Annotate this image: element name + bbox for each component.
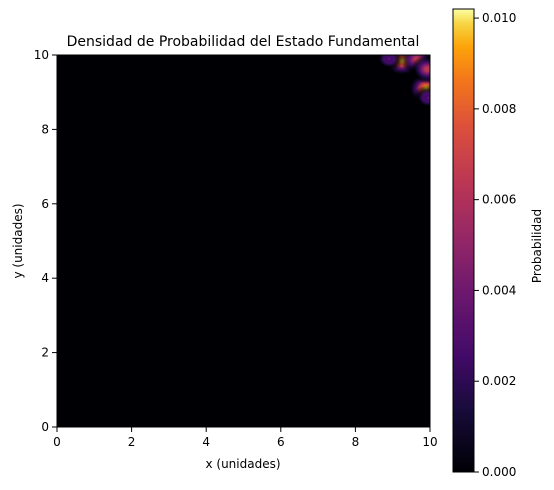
y-tick-label: 2 (41, 346, 49, 360)
colorbar-ticks: 0.000 0.002 0.004 0.006 0.008 0.010 (474, 11, 516, 479)
x-axis: 0 2 4 6 8 10 (53, 427, 438, 449)
y-tick-label: 10 (34, 48, 49, 62)
heatmap-peaks (373, 55, 430, 111)
y-tick-label: 8 (41, 122, 49, 136)
chart-title: Densidad de Probabilidad del Estado Fund… (67, 34, 420, 50)
colorbar-tick-label: 0.010 (482, 11, 516, 25)
heatmap-background (57, 55, 430, 427)
heatmap-peak (410, 55, 430, 84)
colorbar: 0.000 0.002 0.004 0.006 0.008 0.010 Probabili… (452, 8, 544, 479)
x-tick-label: 4 (202, 435, 210, 449)
colorbar-tick-label: 0.008 (482, 102, 516, 116)
y-tick-label: 6 (41, 197, 49, 211)
y-axis-label: y (unidades) (11, 203, 25, 278)
colorbar-label: Probabilidad (530, 209, 544, 283)
colorbar-tick-label: 0.004 (482, 283, 516, 297)
colorbar-tick-label: 0.006 (482, 193, 516, 207)
x-axis-label: x (unidades) (205, 457, 280, 471)
plot-frame (56, 54, 431, 428)
colorbar-tick-label: 0.000 (482, 465, 516, 479)
heatmap-peak (412, 84, 430, 111)
y-axis: 0 2 4 6 8 10 (34, 48, 57, 434)
plot-area (56, 54, 431, 428)
y-tick-label: 4 (41, 271, 49, 285)
colorbar-gradient (453, 9, 474, 472)
heatmap-peak (373, 55, 405, 72)
x-tick-label: 6 (277, 435, 285, 449)
x-tick-label: 0 (53, 435, 61, 449)
y-tick-label: 0 (41, 420, 49, 434)
x-tick-label: 10 (422, 435, 437, 449)
x-tick-label: 8 (352, 435, 360, 449)
x-tick-label: 2 (128, 435, 136, 449)
colorbar-frame (452, 8, 475, 473)
colorbar-tick-label: 0.002 (482, 374, 516, 388)
